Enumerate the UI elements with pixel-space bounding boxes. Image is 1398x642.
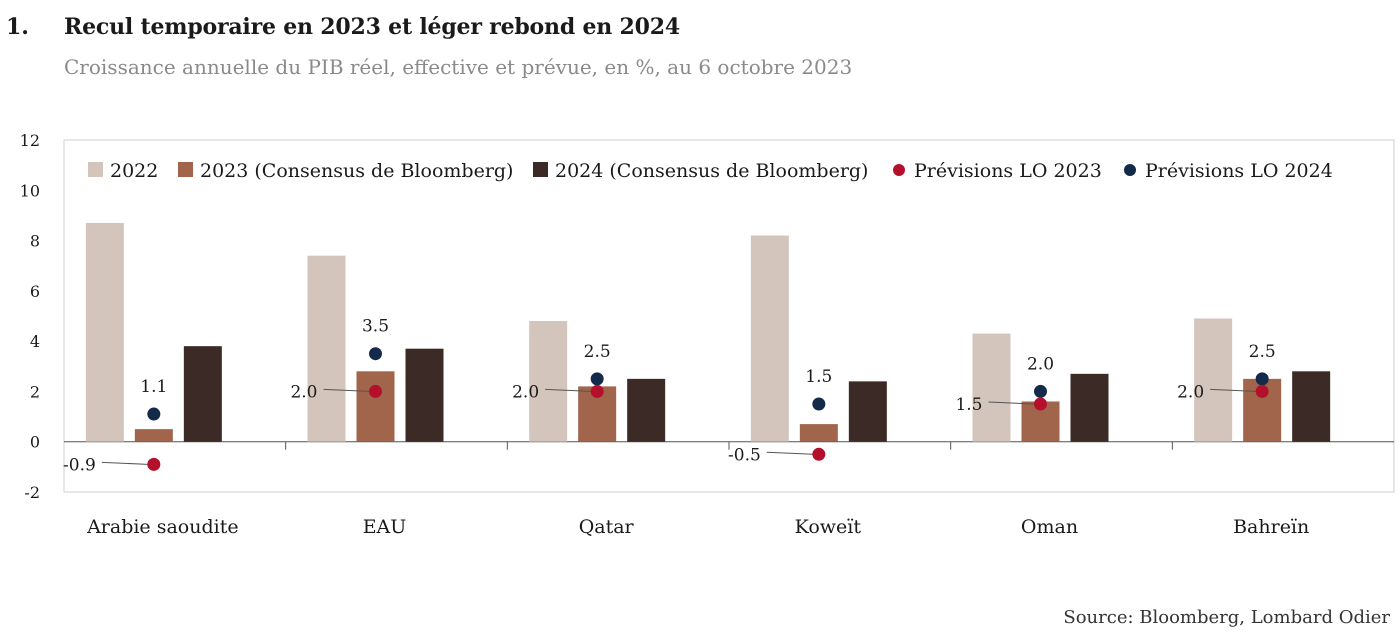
bar	[529, 321, 568, 442]
dot-lo-2024	[812, 397, 826, 411]
data-label-lo-2024: 1.1	[140, 377, 167, 397]
data-label-lo-2023: 2.0	[1177, 382, 1204, 402]
legend-label: Prévisions LO 2023	[914, 160, 1102, 182]
dot-lo-2024	[369, 347, 382, 361]
dot-lo-2024	[1034, 384, 1047, 398]
bar	[134, 429, 173, 442]
data-label-lo-2024: 2.5	[1249, 342, 1276, 362]
annotation-leaders	[101, 388, 1257, 465]
x-tick-label: Bahreïn	[1233, 516, 1309, 538]
bar	[750, 235, 789, 442]
dot-lo-2023	[812, 447, 826, 461]
bar	[1070, 373, 1109, 442]
bar	[356, 371, 395, 442]
legend-label: Prévisions LO 2024	[1145, 160, 1333, 182]
dot-lo-2024	[147, 407, 161, 421]
data-label-lo-2024: 2.5	[584, 342, 611, 362]
bar	[627, 378, 666, 442]
bar	[85, 222, 124, 442]
y-tick-label: 12	[20, 131, 40, 150]
bar	[848, 381, 887, 442]
bar	[405, 348, 444, 442]
leader-lo-2023	[101, 461, 148, 465]
bar	[1292, 371, 1331, 442]
leader-lo-2023	[766, 451, 813, 455]
bar	[183, 346, 222, 442]
legend-dot	[1124, 164, 1136, 176]
y-axis: -2 0 2 4 6 8 10 12	[20, 131, 40, 502]
chart-subtitle: Croissance annuelle du PIB réel, effecti…	[64, 55, 853, 79]
y-tick-label: 0	[30, 433, 40, 452]
data-label-lo-2024: 2.0	[1027, 354, 1054, 374]
dot-lo-2023	[369, 384, 382, 398]
forecast-dots	[147, 347, 1269, 471]
figure-number: 1.	[6, 14, 29, 40]
x-tick-label: EAU	[363, 516, 407, 538]
leader-lo-2023	[988, 401, 1035, 405]
y-tick-label: 8	[30, 232, 40, 251]
legend-label: 2024 (Consensus de Bloomberg)	[555, 160, 868, 182]
data-label-lo-2023: 2.0	[290, 382, 317, 402]
data-labels: 1.1 -0.9 3.5 2.0 2.5 2.0 1.5 -0.5 2.0 1.5 2.5 2.0	[63, 317, 1276, 476]
dot-lo-2023	[147, 457, 161, 471]
dot-lo-2023	[1034, 397, 1047, 411]
dot-lo-2023	[1255, 384, 1269, 398]
legend-swatch	[88, 162, 103, 177]
dot-lo-2024	[590, 372, 604, 386]
leader-lo-2023	[1210, 388, 1257, 392]
plot-frame	[63, 139, 1395, 493]
x-tick-label: Oman	[1021, 516, 1078, 538]
data-label-lo-2023: -0.9	[63, 455, 96, 475]
data-label-lo-2023: 1.5	[955, 395, 982, 415]
legend-label: 2023 (Consensus de Bloomberg)	[200, 160, 513, 182]
bar	[1194, 318, 1233, 442]
x-tick-label: Qatar	[579, 516, 635, 538]
y-tick-label: -2	[24, 483, 40, 502]
legend-label: 2022	[110, 160, 158, 182]
dot-lo-2024	[1255, 372, 1269, 386]
bars	[85, 222, 1331, 442]
bar	[972, 333, 1011, 442]
y-tick-label: 4	[30, 332, 40, 351]
leader-lo-2023	[323, 388, 370, 392]
y-tick-label: 10	[20, 181, 40, 200]
y-tick-label: 6	[30, 282, 40, 301]
bar	[799, 424, 838, 442]
y-tick-label: 2	[30, 382, 40, 401]
leader-lo-2023	[545, 388, 592, 392]
bar	[307, 255, 346, 442]
data-label-lo-2023: 2.0	[512, 382, 539, 402]
legend-dot	[893, 164, 905, 176]
data-label-lo-2024: 1.5	[805, 367, 832, 387]
legend: 2022 2023 (Consensus de Bloomberg) 2024 (C…	[88, 160, 1333, 182]
data-label-lo-2024: 3.5	[362, 317, 389, 337]
chart-title: Recul temporaire en 2023 et léger rebond…	[64, 14, 680, 40]
legend-swatch	[178, 162, 193, 177]
dot-lo-2023	[590, 384, 604, 398]
x-tick-label: Arabie saoudite	[86, 516, 239, 538]
source-note: Source: Bloomberg, Lombard Odier	[1063, 607, 1390, 628]
data-label-lo-2023: -0.5	[728, 445, 761, 465]
x-axis: Arabie saoudite EAU Qatar Koweït Oman Bahreïn	[64, 441, 1394, 538]
x-tick-label: Koweït	[795, 516, 862, 538]
legend-swatch	[533, 162, 548, 177]
